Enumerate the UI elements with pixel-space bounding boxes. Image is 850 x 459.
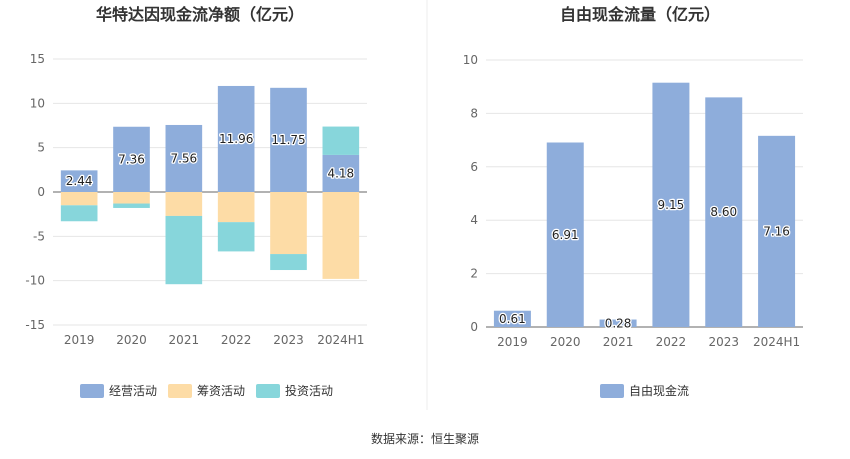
- data-label: 0.28: [605, 316, 632, 330]
- bar-自由现金流-2021: [599, 319, 637, 327]
- y-tick-label: -15: [25, 318, 45, 332]
- x-tick-label: 2020: [116, 333, 147, 347]
- data-label: 6.91: [552, 228, 579, 242]
- bar-筹资活动-2024H1: [322, 192, 360, 279]
- bar-经营活动-2024H1: [322, 154, 360, 192]
- chart-2-title: 自由现金流量（亿元）: [560, 5, 720, 24]
- bar-自由现金流-2023: [705, 97, 743, 327]
- bar-投资活动-2024H1: [322, 126, 360, 155]
- y-tick-label: -5: [33, 229, 45, 243]
- x-tick-label: 2021: [169, 333, 200, 347]
- data-label: 7.36: [118, 152, 145, 166]
- legend-swatch-筹资活动: [168, 384, 192, 398]
- data-source-label: 数据来源：恒生聚源: [370, 432, 479, 446]
- legend-label-筹资活动: 筹资活动: [197, 384, 245, 398]
- legend-label-自由现金流: 自由现金流: [629, 383, 689, 398]
- y-tick-label: 4: [470, 213, 478, 227]
- x-tick-label: 2024H1: [317, 333, 364, 347]
- legend-label-投资活动: 投资活动: [285, 383, 333, 398]
- data-label: 0.61: [499, 312, 526, 326]
- y-tick-label: 6: [470, 160, 478, 174]
- data-label: 7.56: [170, 151, 197, 165]
- chart-1-title: 华特达因现金流净额（亿元）: [96, 5, 304, 24]
- bar-自由现金流-2020: [546, 142, 584, 327]
- legend-label-经营活动: 经营活动: [109, 384, 157, 398]
- bar-自由现金流-2019: [493, 310, 531, 327]
- legend-swatch-投资活动: [256, 384, 280, 398]
- bar-筹资活动-2022: [217, 192, 255, 223]
- bar-投资活动-2023: [270, 254, 307, 271]
- legend-swatch-经营活动: [80, 384, 104, 398]
- bar-投资活动-2020: [113, 203, 150, 208]
- bar-经营活动-2019: [60, 170, 98, 192]
- y-tick-label: 10: [463, 53, 478, 67]
- bar-经营活动-2020: [113, 126, 150, 192]
- x-tick-label: 2022: [656, 335, 687, 349]
- bar-自由现金流-2024H1: [758, 135, 796, 327]
- y-tick-label: 2: [470, 267, 478, 281]
- data-label: 9.15: [658, 198, 685, 212]
- bar-投资活动-2021: [165, 215, 203, 285]
- data-label: 11.96: [219, 132, 253, 146]
- y-tick-label: 5: [37, 141, 45, 155]
- y-tick-label: 0: [37, 185, 45, 199]
- x-tick-label: 2024H1: [753, 335, 800, 349]
- data-label: 8.60: [710, 205, 737, 219]
- y-tick-label: 0: [470, 320, 478, 334]
- y-tick-label: 15: [30, 52, 45, 66]
- data-label: 2.44: [66, 174, 93, 188]
- legend-swatch-自由现金流: [600, 384, 624, 398]
- x-tick-label: 2021: [603, 335, 634, 349]
- bar-经营活动-2022: [217, 85, 255, 192]
- bar-经营活动-2021: [165, 124, 203, 192]
- x-tick-label: 2019: [64, 333, 95, 347]
- bar-筹资活动-2021: [165, 192, 203, 216]
- data-label: 11.75: [271, 133, 305, 147]
- y-tick-label: 10: [30, 96, 45, 110]
- bar-筹资活动-2023: [270, 192, 307, 255]
- x-tick-label: 2023: [273, 333, 304, 347]
- x-tick-label: 2020: [550, 335, 581, 349]
- bar-筹资活动-2019: [60, 192, 98, 206]
- data-label: 4.18: [327, 166, 354, 180]
- bar-筹资活动-2020: [113, 192, 150, 204]
- x-tick-label: 2022: [221, 333, 252, 347]
- data-label: 7.16: [763, 224, 790, 238]
- x-tick-label: 2023: [708, 335, 739, 349]
- bar-自由现金流-2022: [652, 82, 690, 327]
- bar-经营活动-2023: [270, 87, 307, 192]
- bar-投资活动-2019: [60, 205, 98, 222]
- y-tick-label: 8: [470, 106, 478, 120]
- y-tick-label: -10: [25, 274, 45, 288]
- bar-投资活动-2022: [217, 222, 255, 252]
- x-tick-label: 2019: [497, 335, 528, 349]
